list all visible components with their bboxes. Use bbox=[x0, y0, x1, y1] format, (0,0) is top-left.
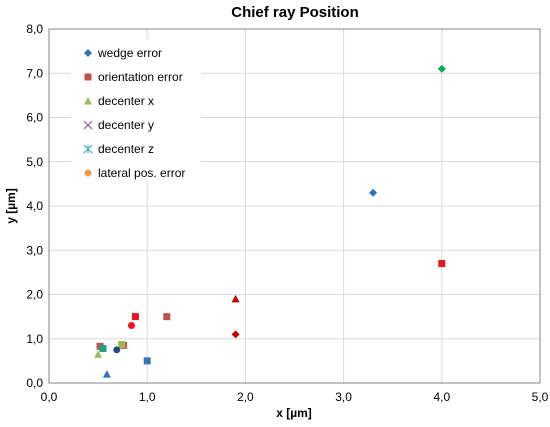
legend-label: wedge error bbox=[97, 46, 162, 60]
legend-marker bbox=[83, 144, 93, 154]
chart-title: Chief ray Position bbox=[231, 4, 359, 21]
legend-marker bbox=[84, 73, 92, 81]
data-point bbox=[437, 64, 446, 73]
plot-frame bbox=[48, 28, 541, 384]
data-point bbox=[369, 188, 378, 197]
y-tick-label: 6,0 bbox=[26, 111, 43, 125]
legend-label: decenter y bbox=[98, 118, 154, 132]
legend-marker bbox=[84, 169, 92, 177]
legend-label: lateral pos. error bbox=[98, 166, 185, 180]
y-tick-label: 2,0 bbox=[26, 288, 43, 302]
y-tick-labels: 0,0 1,0 2,0 3,0 4,0 5,0 6,0 7,0 8,0 bbox=[26, 22, 43, 390]
y-tick-label: 4,0 bbox=[26, 199, 43, 213]
x-tick-labels: 0,0 1,0 2,0 3,0 4,0 5,0 bbox=[41, 390, 549, 404]
legend-marker bbox=[84, 49, 92, 57]
legend: wedge error orientation error decenter x de… bbox=[71, 39, 201, 181]
legend-label: decenter z bbox=[98, 142, 154, 156]
y-tick-label: 3,0 bbox=[26, 243, 43, 257]
legend-marker bbox=[84, 97, 92, 105]
legend-label: orientation error bbox=[98, 70, 183, 84]
data-point bbox=[143, 357, 151, 365]
x-tick-label: 3,0 bbox=[335, 390, 352, 404]
y-tick-label: 1,0 bbox=[26, 332, 43, 346]
x-axis-label: x [µm] bbox=[276, 406, 312, 420]
data-point bbox=[131, 313, 139, 321]
data-point bbox=[113, 346, 121, 354]
data-point bbox=[127, 321, 135, 329]
y-tick-label: 8,0 bbox=[26, 22, 43, 36]
data-point bbox=[99, 344, 107, 352]
y-tick-label: 5,0 bbox=[26, 155, 43, 169]
data-point bbox=[118, 341, 126, 349]
legend-label: decenter x bbox=[98, 94, 154, 108]
x-tick-label: 5,0 bbox=[532, 390, 549, 404]
x-tick-label: 0,0 bbox=[41, 390, 58, 404]
data-point bbox=[102, 370, 111, 378]
legend-marker bbox=[83, 120, 93, 130]
data-point bbox=[163, 313, 171, 321]
y-axis-label: y [µm] bbox=[4, 188, 18, 224]
y-tick-label: 7,0 bbox=[26, 66, 43, 80]
data-point bbox=[231, 330, 240, 339]
data-point bbox=[94, 350, 103, 358]
legend-box bbox=[71, 39, 201, 181]
x-tick-label: 1,0 bbox=[139, 390, 156, 404]
x-tick-label: 2,0 bbox=[237, 390, 254, 404]
x-tick-label: 4,0 bbox=[433, 390, 450, 404]
data-point bbox=[438, 260, 446, 268]
y-tick-label: 0,0 bbox=[26, 376, 43, 390]
data-point bbox=[231, 294, 240, 303]
data-points bbox=[94, 64, 446, 378]
